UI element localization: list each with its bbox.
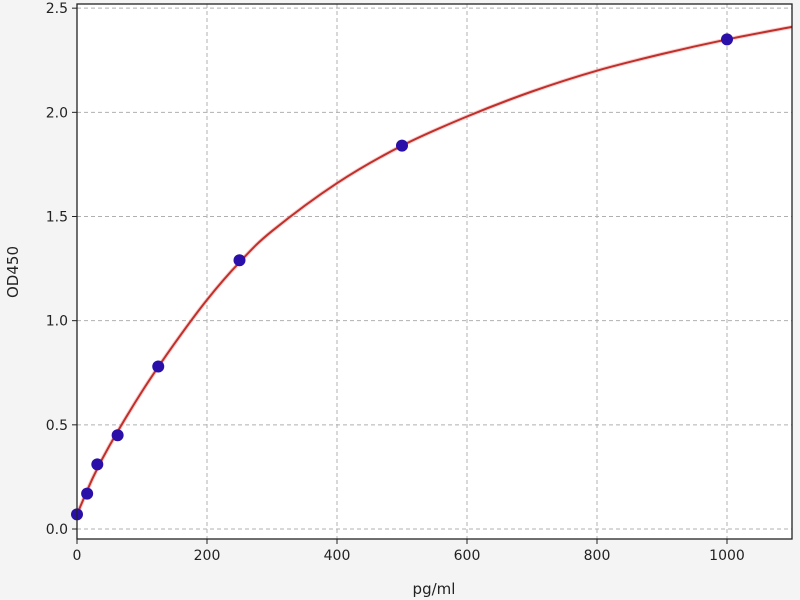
x-ticks: 0 200 400 600 800 1000: [73, 539, 745, 564]
y-tick-label: 0.0: [46, 522, 68, 538]
data-point: [396, 139, 408, 152]
axes-frame: [76, 3, 793, 540]
x-axis-label: pg/ml: [413, 580, 456, 598]
fit-curve-group: [75, 24, 793, 516]
axes: [76, 3, 793, 540]
y-tick-label: 2.0: [46, 105, 68, 121]
data-point: [91, 458, 104, 471]
x-tick-label: 200: [194, 548, 221, 564]
plot-area: [77, 4, 792, 539]
data-point: [721, 33, 733, 46]
x-tick-label: 800: [584, 548, 611, 564]
y-tick-label: 0.5: [46, 418, 68, 434]
data-point: [81, 487, 94, 500]
x-tick-label: 0: [73, 548, 82, 564]
y-ticks: 0.0 0.5 1.0 1.5 2.0 2.5: [46, 1, 77, 538]
y-tick-label: 1.0: [46, 314, 68, 330]
data-point: [111, 429, 124, 442]
x-tick-label: 1000: [709, 548, 745, 564]
y-tick-label: 2.5: [46, 1, 68, 17]
data-point: [233, 254, 246, 267]
data-point: [152, 360, 165, 373]
y-tick-label: 1.5: [46, 210, 68, 226]
x-tick-label: 600: [454, 548, 481, 564]
grid: [76, 4, 792, 539]
y-axis-label: OD450: [4, 246, 22, 298]
x-tick-label: 400: [324, 548, 351, 564]
fit-curve: [76, 25, 793, 515]
